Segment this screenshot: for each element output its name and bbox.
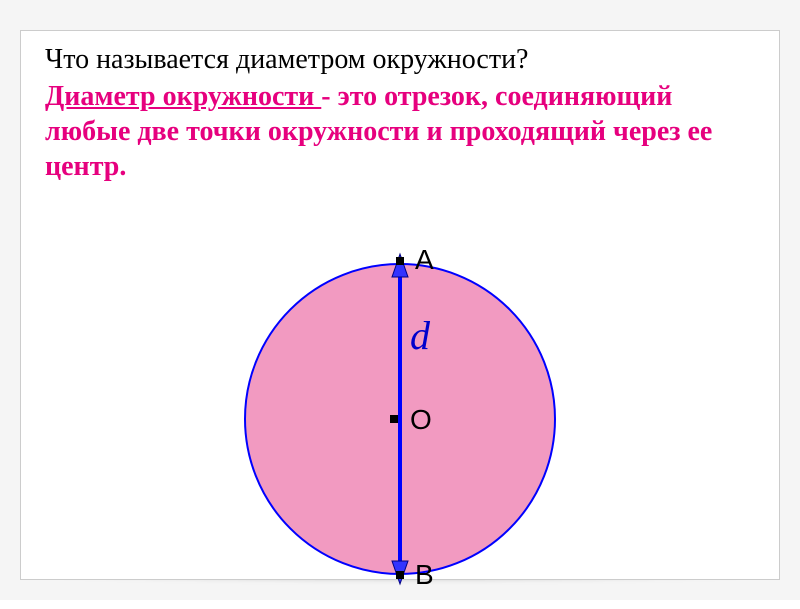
question-text: Что называется диаметром окружности? [45,43,755,77]
definition-term: Диаметр окружности [45,81,321,112]
dot-a [396,257,404,265]
slide: Что называется диаметром окружности? Диа… [0,0,800,600]
circle-diagram: А О В d [210,229,590,609]
dot-center [390,415,398,423]
label-d: d [410,313,431,358]
dot-b [396,571,404,579]
slide-panel: Что называется диаметром окружности? Диа… [20,30,780,580]
definition-text: Диаметр окружности - это отрезок, соедин… [45,79,755,184]
label-a: А [415,244,434,275]
label-o: О [410,404,432,435]
label-b: В [415,559,434,590]
